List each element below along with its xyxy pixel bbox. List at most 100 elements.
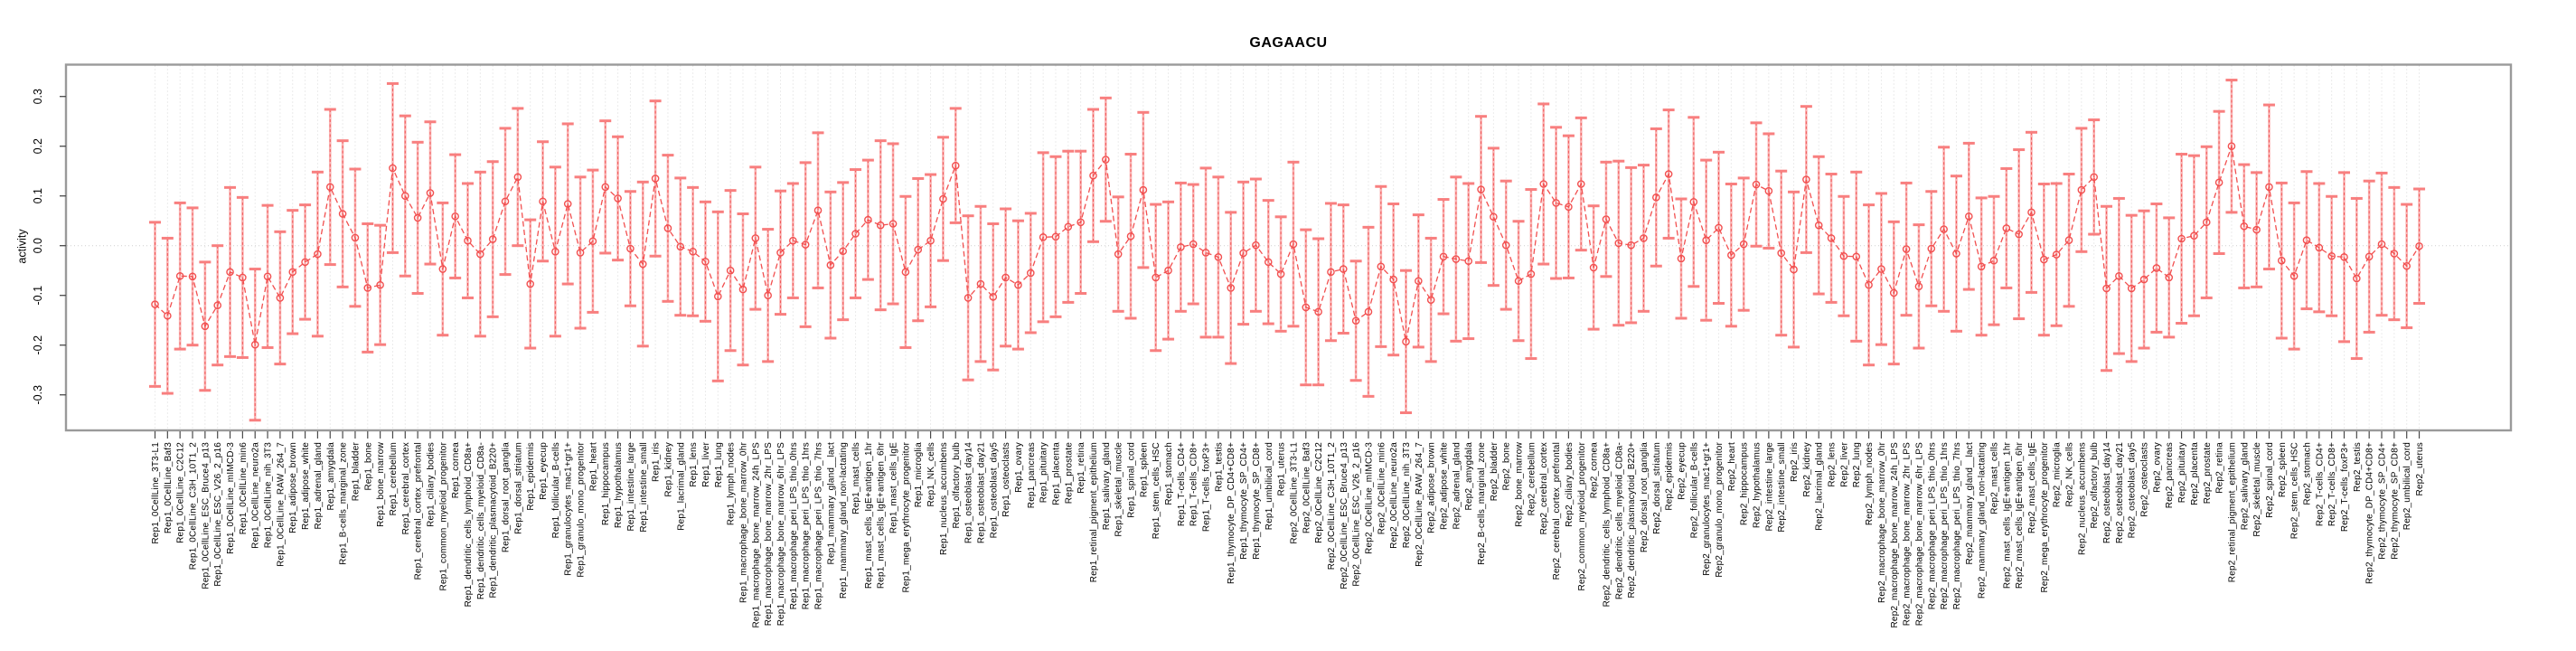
data-point (1839, 251, 1848, 260)
x-tick-label: Rep1_skeletal_muscle (1114, 442, 1124, 537)
x-tick-label: Rep2_adipose_brown (1427, 442, 1437, 533)
x-tick-label: Rep2_olfactory_bulb (2090, 442, 2100, 529)
x-tick-label: Rep1_thymocyte_DP_CD4+CD8+ (1227, 442, 1236, 584)
data-point (964, 294, 973, 302)
x-tick-label: Rep2_ovary (2152, 442, 2162, 493)
x-tick-label: Rep1_0CellLine_ESC_V26_2_p16 (213, 442, 223, 587)
data-point (1852, 252, 1861, 261)
data-point (1014, 280, 1022, 289)
x-tick-label: Rep1_0CellLine_RAW_264_7 (276, 442, 286, 567)
data-point (1027, 269, 1035, 278)
data-point (1377, 262, 1386, 271)
data-point (789, 236, 797, 245)
data-point (2302, 236, 2311, 244)
x-tick-label: Rep1_dendritic_cells_lymphoid_CD8a+ (464, 442, 474, 607)
data-point (1089, 171, 1097, 180)
data-point (851, 230, 860, 238)
x-tick-label: Rep2_0CellLine_3T3-L1 (1289, 442, 1299, 544)
data-point (2015, 230, 2023, 239)
x-tick-label: Rep1_pancreas (1027, 442, 1037, 508)
x-tick-label: Rep1_testis (1214, 442, 1224, 492)
data-point (2202, 218, 2211, 227)
data-point (1064, 222, 1073, 231)
data-point (1889, 288, 1898, 297)
x-tick-label: Rep2_intestine_small (1777, 442, 1787, 533)
data-point (551, 247, 559, 256)
data-point (876, 221, 885, 230)
data-point (638, 259, 647, 269)
x-tick-label: Rep2_hippocampus (1740, 442, 1750, 525)
data-point (901, 268, 910, 277)
x-tick-label: Rep2_macrophage_peri_LPS_thio_7hrs (1952, 442, 1962, 609)
x-tick-label: Rep1_hypothalamus (614, 442, 624, 528)
data-point (826, 260, 835, 269)
data-point (1114, 250, 1123, 259)
data-point (1777, 249, 1785, 258)
x-tick-label: Rep2_cerebral_cortex (1539, 442, 1549, 534)
data-point (1589, 263, 1598, 272)
x-tick-label: Rep2_dendritic_cells_lymphoid_CD8a+ (1602, 442, 1612, 607)
x-tick-label: Rep2_T-cells_foxP3+ (2340, 442, 2350, 532)
x-tick-label: Rep2_follicular_B-cells (1689, 442, 1699, 538)
data-point (1652, 193, 1660, 202)
x-tick-label: Rep1_dendritic_cells_myeloid_CD8a- (476, 442, 486, 599)
x-tick-label: Rep1_adipose_white (301, 442, 311, 530)
x-tick-label: Rep1_NK_cells (926, 442, 936, 507)
x-tick-label: Rep1_cerebral_cortex_prefrontal (414, 442, 424, 580)
data-point (801, 241, 810, 249)
x-tick-label: Rep1_osteoclasts (1001, 442, 1011, 517)
data-point (813, 206, 823, 214)
data-point (1689, 197, 1698, 206)
x-tick-label: Rep2_eyecup (1677, 442, 1687, 500)
x-tick-label: Rep1_cornea (451, 442, 461, 498)
data-point (2214, 178, 2223, 187)
data-point (1289, 240, 1298, 249)
x-tick-label: Rep1_stem_cells_HSC (1152, 442, 1161, 539)
x-tick-label: Rep1_dorsal_root_ganglia (502, 442, 512, 552)
data-point (2340, 253, 2348, 261)
x-tick-label: Rep1_liver (701, 442, 711, 487)
data-point (2040, 255, 2048, 264)
x-tick-label: Rep1_umbilical_cord (1264, 442, 1274, 530)
x-tick-label: Rep2_0CellLine_neuro2a (1389, 442, 1399, 549)
data-point (839, 247, 848, 256)
x-tick-label: Rep1_macrophage_bone_marrow_2hr_LPS (764, 442, 774, 626)
data-point (488, 235, 497, 243)
x-tick-label: Rep2_amygdala (1464, 442, 1474, 511)
data-point (2077, 185, 2086, 194)
x-tick-label: Rep1_mast_cells_IgE+antigen_1hr (864, 442, 874, 590)
x-tick-label: Rep1_mammary_gland_non-lactating (839, 442, 849, 599)
data-point (1264, 258, 1273, 267)
data-point (1439, 252, 1448, 261)
data-point (2177, 234, 2186, 243)
data-point (2277, 256, 2286, 265)
data-point (1327, 268, 1335, 277)
x-tick-label: Rep1_macrophage_bone_marrow_0hr (738, 442, 748, 603)
data-point (864, 215, 872, 224)
data-point (989, 293, 998, 301)
data-point (1102, 156, 1110, 164)
x-tick-label: Rep2_0CellLine_ESC_V26_2_p16 (1352, 442, 1362, 587)
x-tick-label: Rep2_0CellLine_RAW_264_7 (1415, 442, 1424, 567)
x-tick-label: Rep2_cerebral_cortex_prefrontal (1552, 442, 1562, 580)
x-tick-label: Rep1_osteoblast_day14 (964, 442, 974, 543)
x-tick-label: Rep2_cerebellum (1527, 442, 1537, 515)
x-tick-label: Rep2_0CellLine_C2C12 (1314, 442, 1324, 543)
data-point (301, 258, 309, 267)
data-point (1752, 180, 1761, 189)
x-tick-label: Rep1_0CellLine_min6 (239, 442, 249, 534)
x-tick-label: Rep1_follicular_B-cells (551, 442, 561, 538)
x-tick-label: Rep2_retina (2215, 442, 2225, 494)
x-tick-label: Rep1_macrophage_peri_LPS_thio_0hrs (789, 442, 799, 609)
x-tick-label: Rep2_B-cells_marginal_zone (1477, 442, 1487, 565)
x-tick-label: Rep2_mast_cells_IgE+antigen_1hr (2002, 442, 2012, 590)
data-point (588, 237, 597, 246)
data-point (1664, 170, 1673, 178)
x-tick-label: Rep2_spinal_cord (2265, 442, 2275, 518)
data-point (226, 268, 234, 277)
x-tick-label: Rep2_lens (1828, 442, 1838, 487)
y-axis-title: activity (15, 229, 29, 264)
x-tick-label: Rep2_retinal_pigment_epithelium (2227, 442, 2237, 582)
x-tick-label: Rep1_mast_cells (851, 442, 861, 514)
x-tick-label: Rep1_thymocyte_SP_CD4+ (1239, 442, 1249, 560)
